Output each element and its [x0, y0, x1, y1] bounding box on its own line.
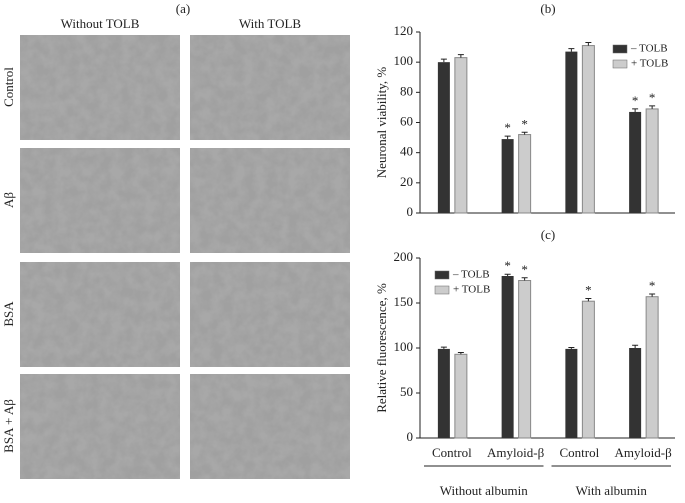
- bar: [454, 57, 468, 214]
- error-bar: [632, 344, 639, 348]
- significance-star: *: [632, 93, 639, 108]
- panel-label: (b): [540, 1, 555, 16]
- bar: [501, 276, 514, 438]
- y-tick-label: 100: [394, 53, 414, 68]
- legend-label: + TOLB: [453, 284, 490, 296]
- error-bar: [521, 131, 528, 135]
- legend-swatch: [434, 285, 450, 295]
- error-bar: [585, 298, 592, 302]
- y-tick-label: 20: [400, 174, 413, 189]
- y-tick-label: 150: [394, 294, 414, 309]
- micrograph-texture: [20, 35, 180, 140]
- bar: [518, 134, 532, 214]
- significance-star: *: [649, 90, 656, 105]
- legend-label: + TOLB: [631, 58, 668, 70]
- y-tick-label: 200: [394, 249, 414, 264]
- bar: [565, 51, 578, 213]
- bar: [581, 300, 595, 439]
- error-bar: [568, 48, 575, 52]
- micrograph-panel: (a) Without TOLB With TOLB: [61, 1, 302, 31]
- y-tick-label: 60: [400, 113, 413, 128]
- y-axis-label: Neuronal viability, %: [374, 67, 389, 179]
- micrograph-texture: [20, 262, 180, 367]
- error-bar: [440, 346, 447, 349]
- row-label: BSA + Aβ: [1, 399, 16, 453]
- bar: [501, 139, 514, 213]
- error-bar: [521, 277, 528, 281]
- legend-label: – TOLB: [452, 269, 490, 281]
- error-bar: [457, 352, 464, 355]
- significance-star: *: [504, 120, 511, 135]
- group-label: With albumin: [576, 483, 648, 498]
- bar: [518, 280, 532, 439]
- y-tick-label: 0: [407, 429, 414, 444]
- x-tick-label: Control: [560, 445, 600, 460]
- micrograph-texture: [190, 374, 350, 479]
- bar: [565, 348, 578, 438]
- x-tick-label: Control: [432, 445, 472, 460]
- error-bar: [457, 54, 464, 58]
- error-bar: [649, 293, 656, 297]
- y-tick-label: 0: [407, 204, 414, 219]
- x-tick-label: Amyloid-β: [615, 445, 673, 460]
- y-tick-label: 40: [400, 144, 413, 159]
- bar: [645, 108, 659, 214]
- micrograph-texture: [190, 148, 350, 253]
- legend-swatch: [612, 44, 628, 54]
- row-label: BSA: [1, 301, 16, 327]
- bar: [437, 348, 450, 438]
- group-label: Without albumin: [440, 483, 528, 498]
- micrograph-texture: [20, 148, 180, 253]
- legend-swatch: [612, 59, 628, 69]
- micrograph-texture: [190, 35, 350, 140]
- error-bar: [632, 108, 639, 112]
- column-title: With TOLB: [239, 16, 302, 31]
- bar: [629, 348, 642, 438]
- row-label: Control: [1, 67, 16, 107]
- legend-label: – TOLB: [630, 43, 668, 55]
- bar: [581, 45, 595, 214]
- micrograph-texture: [190, 262, 350, 367]
- bar: [629, 111, 642, 213]
- panel-label: (a): [176, 1, 190, 16]
- significance-star: *: [521, 262, 528, 277]
- y-tick-label: 100: [394, 339, 414, 354]
- error-bar: [649, 105, 656, 109]
- x-tick-label: Amyloid-β: [487, 445, 545, 460]
- y-tick-label: 120: [394, 23, 414, 38]
- significance-star: *: [585, 282, 592, 297]
- micrograph-texture: [20, 374, 180, 479]
- error-bar: [504, 135, 511, 140]
- y-axis-label: Relative fluorescence, %: [374, 283, 389, 413]
- bar: [645, 296, 659, 439]
- significance-star: *: [649, 278, 656, 293]
- error-bar: [504, 273, 511, 276]
- panel-label: (c): [541, 227, 555, 242]
- bar: [454, 353, 468, 439]
- y-tick-label: 80: [400, 83, 413, 98]
- error-bar: [585, 42, 592, 46]
- error-bar: [568, 347, 575, 349]
- y-tick-label: 50: [400, 384, 413, 399]
- column-title: Without TOLB: [61, 16, 140, 31]
- bar: [437, 62, 450, 213]
- legend-swatch: [434, 270, 450, 280]
- significance-star: *: [521, 116, 528, 131]
- row-label: Aβ: [1, 192, 16, 208]
- error-bar: [440, 58, 447, 63]
- significance-star: *: [504, 258, 511, 273]
